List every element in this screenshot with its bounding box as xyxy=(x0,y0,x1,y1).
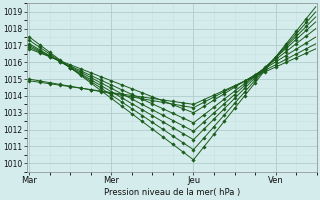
X-axis label: Pression niveau de la mer( hPa ): Pression niveau de la mer( hPa ) xyxy=(104,188,240,197)
